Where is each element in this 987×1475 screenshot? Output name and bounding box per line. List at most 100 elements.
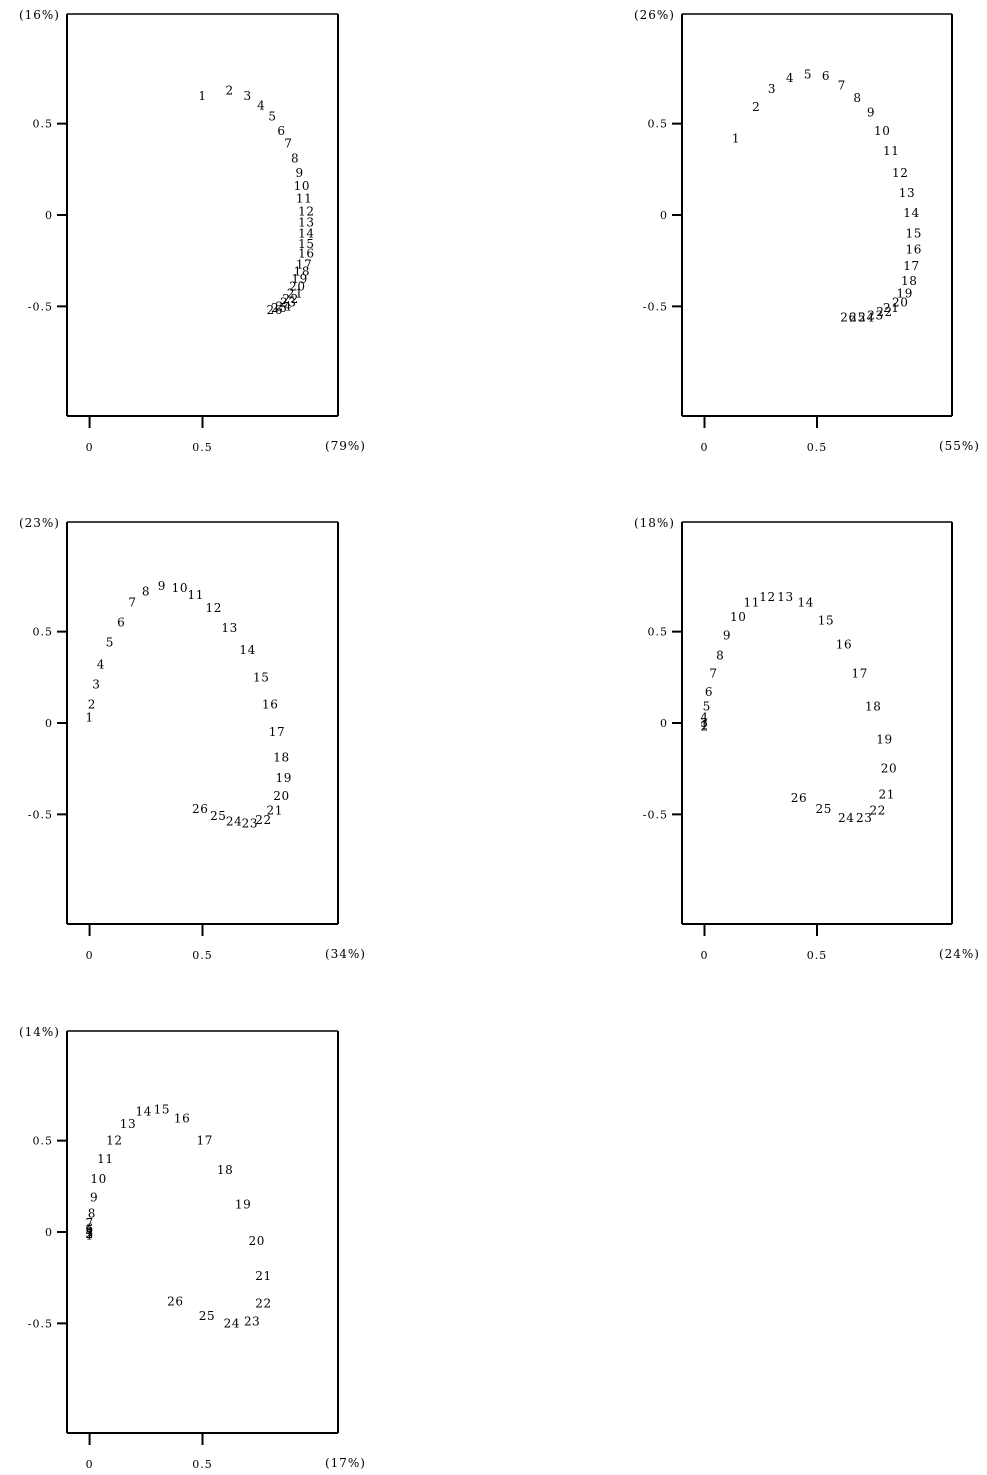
point-label: 6 [117, 616, 125, 630]
point-label: 19 [876, 732, 892, 746]
point-label: 15 [818, 614, 834, 628]
point-label: 2 [225, 84, 233, 98]
point-label: 14 [798, 595, 814, 609]
point-label: 3 [700, 716, 708, 730]
point-label: 26 [167, 1294, 183, 1308]
point-label: 13 [777, 590, 793, 604]
point-label: 24 [224, 1316, 240, 1330]
plot-panel-5: 0.50-0.50 0.5(14%)(17%)123456789101112131… [19, 1025, 366, 1471]
point-label: 20 [273, 789, 289, 803]
y-tick-label: 0 [45, 1226, 53, 1239]
point-label: 24 [858, 310, 874, 324]
point-label: 20 [892, 296, 908, 310]
point-label: 21 [879, 787, 895, 801]
point-label: 8 [142, 584, 150, 598]
y-tick-label: -0.5 [28, 808, 53, 821]
x-tick-label: 0.5 [192, 949, 213, 962]
point-label: 24 [276, 299, 292, 313]
point-label: 13 [221, 621, 237, 635]
point-label: 7 [85, 1216, 93, 1230]
y-tick-label: 0.5 [33, 626, 54, 639]
x-tick-label: 0.5 [192, 441, 213, 454]
y-tick-label: -0.5 [643, 300, 668, 313]
y-variance-label: (26%) [634, 8, 675, 22]
point-label: 17 [269, 725, 285, 739]
point-label: 24 [838, 811, 854, 825]
point-label: 25 [849, 310, 865, 324]
point-label: 25 [271, 301, 287, 315]
point-label: 5 [85, 1223, 93, 1237]
point-label: 23 [856, 811, 872, 825]
point-label: 20 [248, 1234, 264, 1248]
point-label: 9 [90, 1190, 98, 1204]
y-variance-label: (18%) [634, 516, 675, 530]
point-label: 22 [870, 804, 886, 818]
point-label: 11 [97, 1152, 113, 1166]
point-label: 15 [253, 670, 269, 684]
point-label: 12 [206, 601, 222, 615]
y-variance-label: (16%) [19, 8, 60, 22]
point-label: 12 [759, 590, 775, 604]
y-tick-label: 0 [45, 717, 53, 730]
point-label: 14 [239, 643, 255, 657]
point-label: 26 [192, 802, 208, 816]
x-tick-label: 0 [86, 441, 94, 454]
x-tick-label: 0 [701, 441, 709, 454]
point-label: 20 [881, 762, 897, 776]
point-label: 13 [899, 186, 915, 200]
point-label: 19 [897, 287, 913, 301]
point-label: 1 [85, 1229, 93, 1243]
point-label: 14 [136, 1104, 152, 1118]
point-label: 11 [744, 595, 760, 609]
point-label: 10 [294, 179, 310, 193]
point-label: 12 [106, 1134, 122, 1148]
point-label: 16 [298, 246, 314, 260]
point-label: 7 [128, 595, 136, 609]
x-variance-label: (17%) [325, 1456, 366, 1470]
x-tick-label: 0.5 [192, 1458, 213, 1471]
point-label: 22 [282, 292, 298, 306]
point-label: 2 [85, 1227, 93, 1241]
x-variance-label: (34%) [325, 947, 366, 961]
point-label: 21 [287, 287, 303, 301]
point-label: 10 [730, 610, 746, 624]
point-label: 10 [874, 124, 890, 138]
point-label: 21 [255, 1269, 271, 1283]
y-tick-label: -0.5 [643, 808, 668, 821]
point-label: 15 [154, 1103, 170, 1117]
point-label: 18 [901, 274, 917, 288]
point-label: 22 [255, 1296, 271, 1310]
point-label: 14 [298, 226, 314, 240]
point-label: 15 [906, 226, 922, 240]
point-label: 12 [892, 166, 908, 180]
point-label: 2 [700, 720, 708, 734]
point-label: 1 [700, 718, 708, 732]
point-label: 19 [276, 771, 292, 785]
point-label: 16 [174, 1112, 190, 1126]
point-label: 23 [280, 296, 296, 310]
point-label: 26 [791, 791, 807, 805]
point-label: 9 [723, 628, 731, 642]
point-label: 6 [822, 69, 830, 83]
point-label: 2 [752, 100, 760, 114]
point-label: 17 [197, 1134, 213, 1148]
point-label: 7 [838, 78, 846, 92]
y-tick-label: 0 [660, 209, 668, 222]
y-variance-label: (23%) [19, 516, 60, 530]
point-label: 9 [295, 166, 303, 180]
point-label: 3 [92, 678, 100, 692]
y-tick-label: 0.5 [648, 118, 669, 131]
point-label: 25 [816, 802, 832, 816]
point-label: 8 [291, 151, 299, 165]
point-label: 22 [255, 813, 271, 827]
point-label: 16 [836, 637, 852, 651]
point-label: 5 [703, 700, 711, 714]
y-tick-label: -0.5 [28, 300, 53, 313]
point-label: 17 [852, 667, 868, 681]
point-label: 18 [865, 700, 881, 714]
point-label: 25 [199, 1309, 215, 1323]
point-label: 5 [804, 67, 812, 81]
x-tick-label: 0 [86, 949, 94, 962]
point-label: 8 [716, 648, 724, 662]
